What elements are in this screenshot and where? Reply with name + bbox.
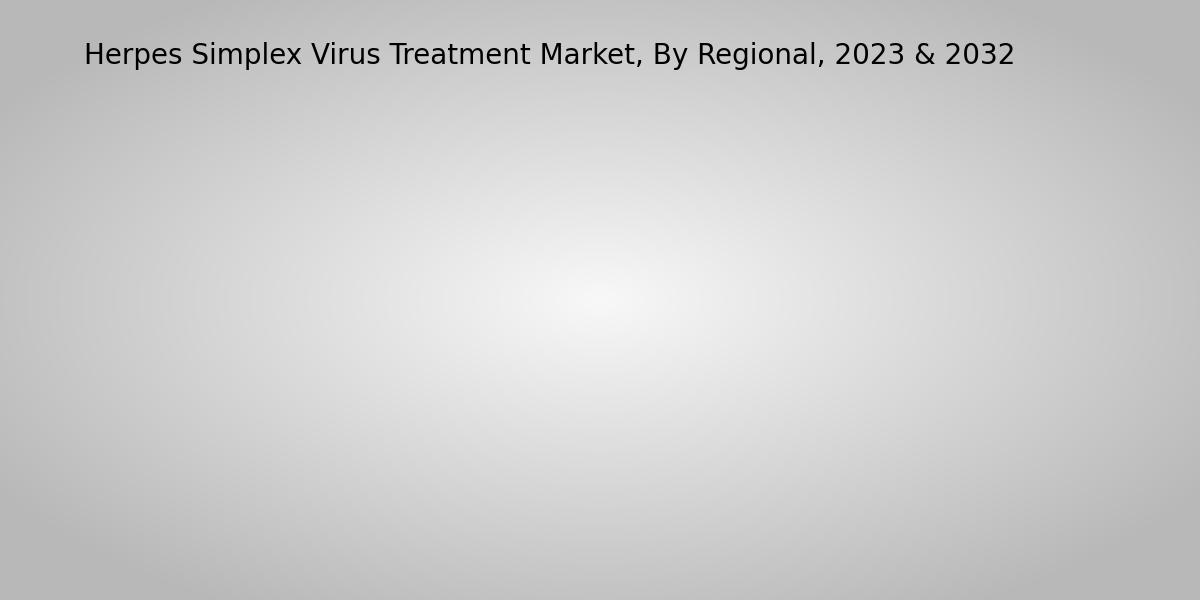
Text: 0.45: 0.45	[166, 268, 206, 286]
Bar	[442, 356, 502, 492]
Legend: 2023, 2032: 2023, 2032	[793, 59, 1009, 93]
Bar	[240, 221, 301, 492]
Y-axis label: Market Size in USD Billion: Market Size in USD Billion	[88, 184, 106, 416]
Bar	[1044, 438, 1104, 492]
Bar	[842, 429, 904, 492]
Bar	[382, 392, 442, 492]
Bar	[180, 289, 240, 492]
Bar	[582, 257, 642, 492]
Bar	[782, 451, 842, 492]
Bar	[642, 167, 702, 492]
Text: Herpes Simplex Virus Treatment Market, By Regional, 2023 & 2032: Herpes Simplex Virus Treatment Market, B…	[84, 42, 1015, 70]
Bar	[983, 460, 1044, 492]
